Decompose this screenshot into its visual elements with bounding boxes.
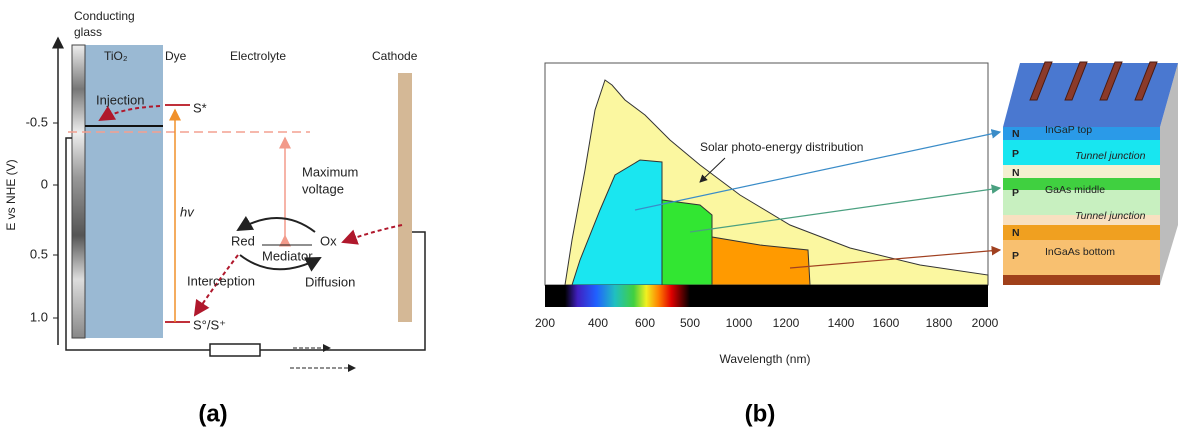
x-tick-label: 1200: [773, 316, 800, 330]
layer: [1003, 225, 1160, 240]
panel-b: Solar photo-energy distribution 200 400 60…: [535, 62, 1178, 427]
x-tick-label: 1400: [828, 316, 855, 330]
middle-cell-region: [662, 200, 712, 285]
layer-label: P: [1012, 187, 1019, 199]
layer-label: N: [1012, 128, 1020, 140]
label: Injection: [96, 92, 144, 107]
cathode: [398, 73, 412, 322]
layer-label: P: [1012, 250, 1019, 262]
label: Conducting: [74, 9, 135, 23]
caption: (b): [745, 400, 776, 427]
caption: (a): [198, 400, 227, 427]
x-tick-label: 1000: [726, 316, 753, 330]
layer-label: Tunnel junction: [1075, 150, 1146, 162]
y-axis-label: E vs NHE (V): [4, 159, 18, 230]
label: Interception: [187, 273, 255, 288]
label: TiO₂: [104, 49, 128, 63]
panel-a: -0.5 0 0.5 1.0 E vs NHE (V) Conducting g…: [4, 9, 425, 427]
y-tick-label: -0.5: [26, 114, 48, 129]
y-tick-label: 1.0: [30, 309, 48, 324]
reduction-arrow: [343, 225, 402, 242]
figure: -0.5 0 0.5 1.0 E vs NHE (V) Conducting g…: [0, 0, 1183, 444]
label: Electrolyte: [230, 49, 286, 63]
resistor: [210, 344, 260, 356]
y-tick-label: 0.5: [30, 246, 48, 261]
y-tick-label: 0: [41, 176, 48, 191]
label: glass: [74, 25, 102, 39]
glass-layer: [72, 45, 85, 338]
label: Mediator: [262, 248, 313, 263]
layer-label: InGaAs bottom: [1045, 246, 1115, 258]
label: Cathode: [372, 49, 418, 63]
label: Dye: [165, 49, 187, 63]
cycle-arrow: [238, 218, 315, 232]
layer-label: P: [1012, 148, 1019, 160]
cell-stack: N InGaP top P Tunnel junction N GaAs mid…: [1003, 62, 1178, 285]
tio2-layer: [85, 45, 163, 338]
layer: [1003, 165, 1160, 178]
layer: [1003, 275, 1160, 285]
x-tick-label: 600: [635, 316, 655, 330]
annotation: Solar photo-energy distribution: [700, 140, 863, 154]
label: Ox: [320, 233, 337, 248]
label: Red: [231, 233, 255, 248]
label: S*: [193, 100, 207, 115]
label: Maximum: [302, 164, 358, 179]
label: voltage: [302, 181, 344, 196]
layer-label: InGaP top: [1045, 124, 1092, 136]
visible-band: [565, 285, 690, 307]
x-tick-label: 1800: [926, 316, 953, 330]
label: S°/S⁺: [193, 317, 226, 332]
x-axis-label: Wavelength (nm): [720, 352, 811, 366]
layer-label: N: [1012, 227, 1020, 239]
layer-label: Tunnel junction: [1075, 210, 1146, 222]
x-tick-label: 1600: [873, 316, 900, 330]
layer-label: N: [1012, 167, 1020, 179]
label: hv: [180, 204, 195, 219]
layer-label: GaAs middle: [1045, 184, 1105, 196]
x-tick-label: 400: [588, 316, 608, 330]
x-tick-label: 2000: [972, 316, 999, 330]
x-tick-label: 500: [680, 316, 700, 330]
x-tick-label: 200: [535, 316, 555, 330]
label: Diffusion: [305, 274, 355, 289]
